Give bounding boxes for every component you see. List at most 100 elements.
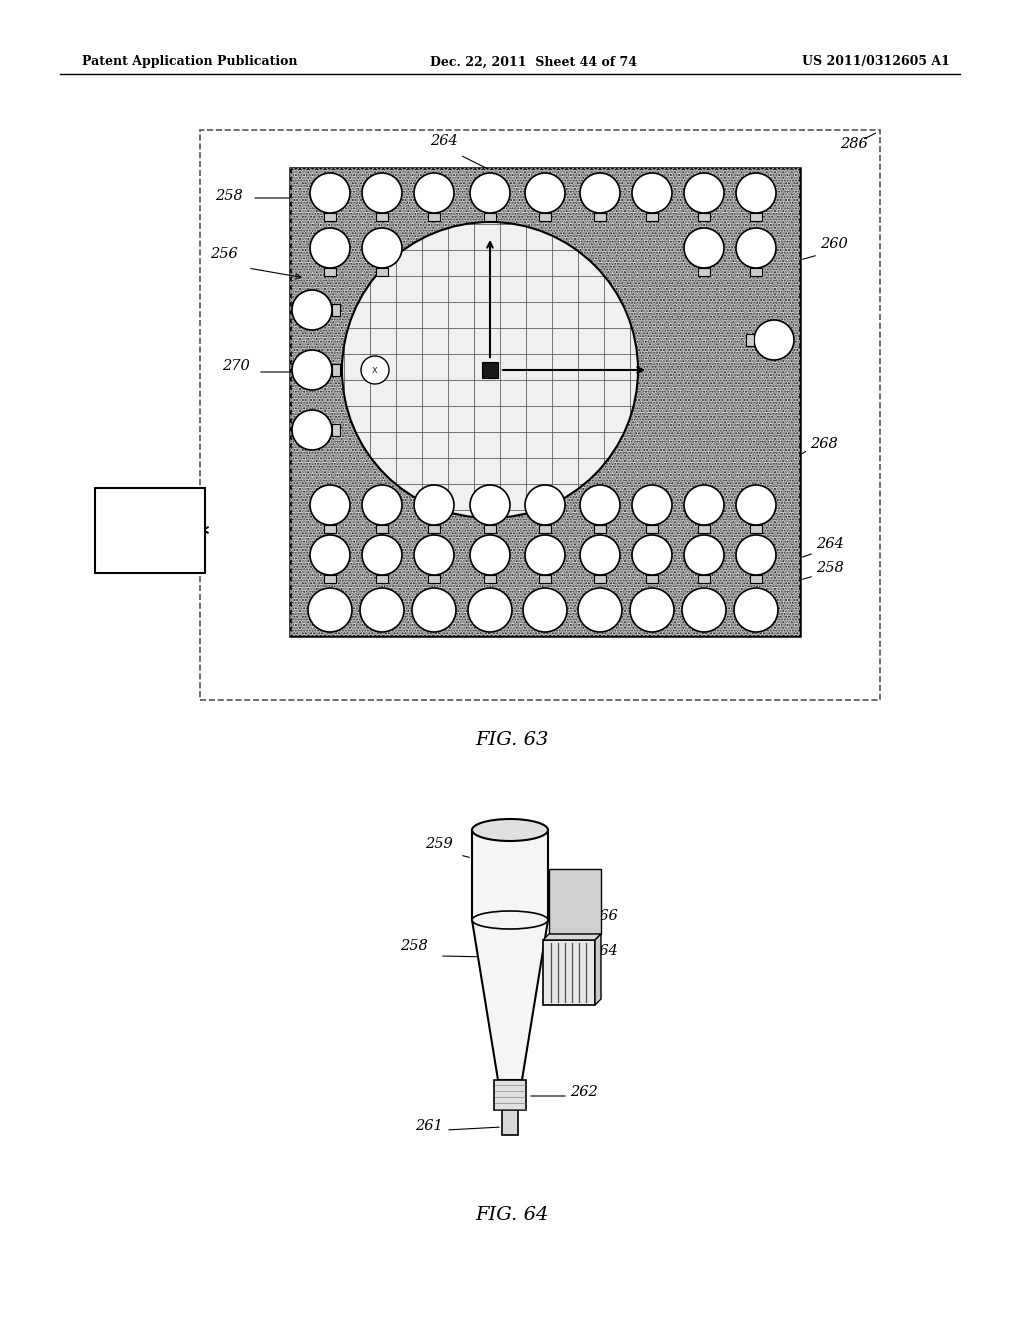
Circle shape	[362, 173, 402, 213]
Circle shape	[684, 484, 724, 525]
Bar	[698, 213, 710, 220]
Circle shape	[754, 319, 794, 360]
Bar	[594, 576, 606, 583]
Bar	[324, 576, 336, 583]
Bar	[698, 576, 710, 583]
Text: 264: 264	[430, 135, 458, 148]
Bar	[290, 168, 800, 636]
Text: 262: 262	[570, 1085, 598, 1100]
Text: 268: 268	[810, 437, 838, 451]
Text: 264: 264	[816, 537, 844, 550]
Bar	[376, 576, 388, 583]
Bar	[750, 576, 762, 583]
Circle shape	[525, 173, 565, 213]
Bar	[698, 525, 710, 533]
Circle shape	[523, 587, 567, 632]
Circle shape	[292, 350, 332, 389]
Circle shape	[684, 228, 724, 268]
Text: 270: 270	[222, 359, 250, 374]
Circle shape	[578, 587, 622, 632]
Circle shape	[342, 222, 638, 517]
Circle shape	[310, 173, 350, 213]
Bar	[482, 362, 498, 378]
Bar	[95, 488, 205, 573]
Bar	[484, 213, 496, 220]
Circle shape	[470, 484, 510, 525]
Circle shape	[632, 535, 672, 576]
Polygon shape	[472, 920, 548, 1080]
Circle shape	[412, 587, 456, 632]
Text: 258: 258	[400, 939, 428, 953]
Circle shape	[470, 173, 510, 213]
Circle shape	[362, 228, 402, 268]
Circle shape	[736, 484, 776, 525]
Circle shape	[362, 535, 402, 576]
Bar	[290, 168, 800, 636]
Circle shape	[632, 173, 672, 213]
Bar	[376, 213, 388, 220]
Text: 256: 256	[210, 247, 238, 261]
Circle shape	[736, 173, 776, 213]
Ellipse shape	[472, 911, 548, 929]
Bar	[594, 525, 606, 533]
Text: 266: 266	[590, 909, 617, 923]
Bar	[750, 525, 762, 533]
Circle shape	[310, 228, 350, 268]
Ellipse shape	[472, 818, 548, 841]
Bar	[543, 940, 595, 1005]
Circle shape	[736, 535, 776, 576]
Bar	[539, 213, 551, 220]
Polygon shape	[543, 935, 601, 940]
Circle shape	[360, 587, 404, 632]
Bar	[502, 1110, 518, 1135]
Circle shape	[684, 173, 724, 213]
Circle shape	[736, 228, 776, 268]
Text: US 2011/0312605 A1: US 2011/0312605 A1	[802, 55, 950, 69]
Circle shape	[684, 535, 724, 576]
Circle shape	[630, 587, 674, 632]
Circle shape	[414, 173, 454, 213]
Bar	[539, 525, 551, 533]
Text: ~263~: ~263~	[125, 524, 175, 537]
Circle shape	[468, 587, 512, 632]
Bar	[646, 525, 658, 533]
Circle shape	[361, 356, 389, 384]
Circle shape	[308, 587, 352, 632]
Bar	[549, 869, 601, 935]
Text: 258: 258	[816, 561, 844, 576]
Circle shape	[292, 411, 332, 450]
Circle shape	[310, 484, 350, 525]
Circle shape	[525, 535, 565, 576]
Circle shape	[362, 484, 402, 525]
Bar	[376, 525, 388, 533]
Bar	[324, 213, 336, 220]
Text: 259: 259	[425, 837, 453, 851]
Circle shape	[580, 173, 620, 213]
Text: Dec. 22, 2011  Sheet 44 of 74: Dec. 22, 2011 Sheet 44 of 74	[430, 55, 637, 69]
Text: FIG. 63: FIG. 63	[475, 731, 549, 748]
Bar	[472, 830, 548, 920]
Circle shape	[525, 484, 565, 525]
Bar	[646, 213, 658, 220]
Circle shape	[682, 587, 726, 632]
Text: 260: 260	[820, 238, 848, 251]
Text: x: x	[372, 366, 378, 375]
Bar	[750, 268, 762, 276]
Text: 258: 258	[215, 189, 243, 203]
Bar	[539, 576, 551, 583]
Bar	[746, 334, 754, 346]
Bar	[428, 213, 440, 220]
Bar	[428, 525, 440, 533]
Bar	[324, 268, 336, 276]
Polygon shape	[595, 935, 601, 1005]
Bar	[332, 424, 340, 436]
Circle shape	[580, 484, 620, 525]
Bar	[594, 213, 606, 220]
Bar	[324, 525, 336, 533]
Text: 261: 261	[415, 1119, 442, 1133]
Bar	[646, 576, 658, 583]
Text: 286: 286	[840, 137, 867, 150]
Text: FIG. 64: FIG. 64	[475, 1206, 549, 1224]
Circle shape	[470, 535, 510, 576]
Circle shape	[414, 484, 454, 525]
